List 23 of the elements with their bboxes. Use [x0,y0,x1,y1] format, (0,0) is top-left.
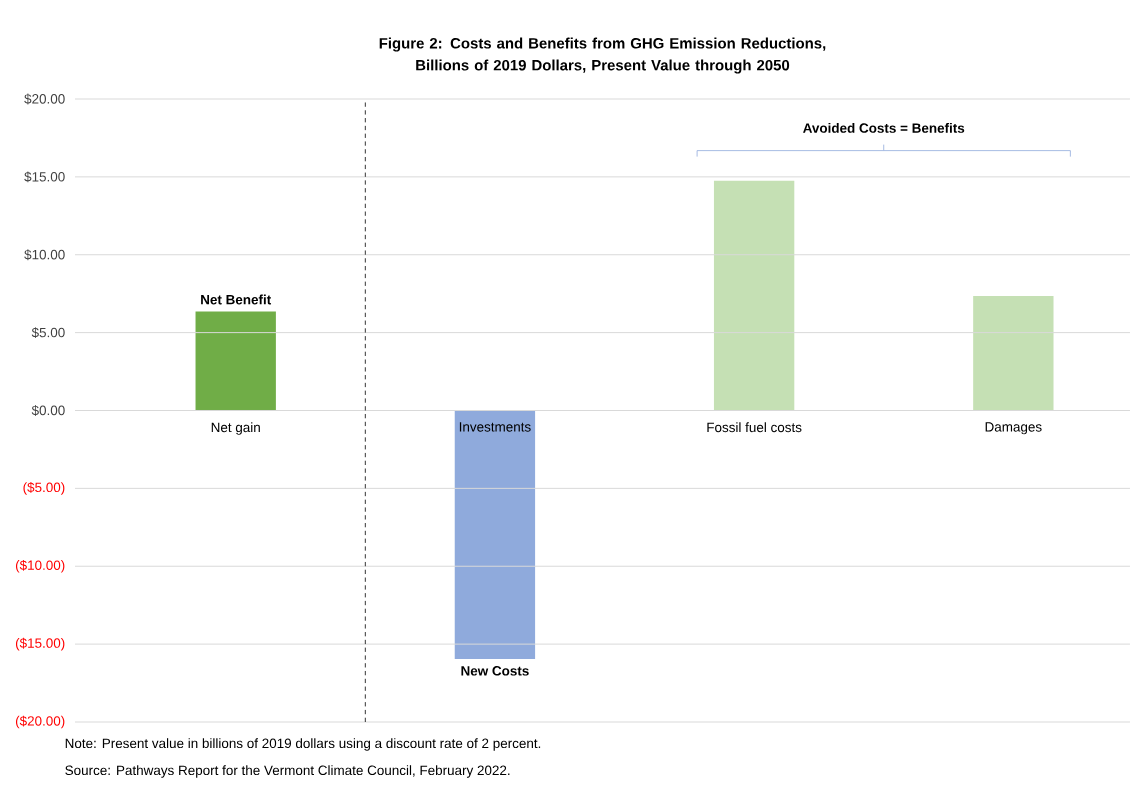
bar [713,180,795,411]
bar [195,311,276,411]
y-tick-label: $5.00 [31,327,65,339]
x-tick-label: Damages [985,422,1042,435]
annotation: Avoided Costs = Benefits [803,122,965,133]
y-tick-label: $15.00 [24,171,65,183]
y-tick-label: ($10.00) [15,559,65,573]
text: Note: Present value in billions of 2019 dollars using a discount rate of 2 percent. [65,738,541,751]
y-tick-label: ($15.00) [15,637,65,651]
bar [454,410,536,659]
y-tick-label: $0.00 [31,405,65,416]
annotation: Net Benefit [201,294,272,305]
y-tick-label: $10.00 [24,249,65,261]
chart-title: Figure 2: Costs and Benefits from GHG Emission Reductions, Billions of 2019 Dollars, Present Value through 2050 [379,37,826,74]
x-tick-label: Net gain [211,422,260,435]
x-tick-label: Investments [459,422,531,432]
x-tick-label: Fossil fuel costs [707,422,802,433]
y-tick-label: $20.00 [24,93,65,105]
y-tick-label: ($5.00) [23,482,65,495]
bar [973,296,1054,411]
source-note: Source: Pathways Report for the Vermont Climate Council, February 2022. [65,765,510,778]
annotation: New Costs [461,666,529,676]
y-tick-label: ($20.00) [15,715,65,729]
